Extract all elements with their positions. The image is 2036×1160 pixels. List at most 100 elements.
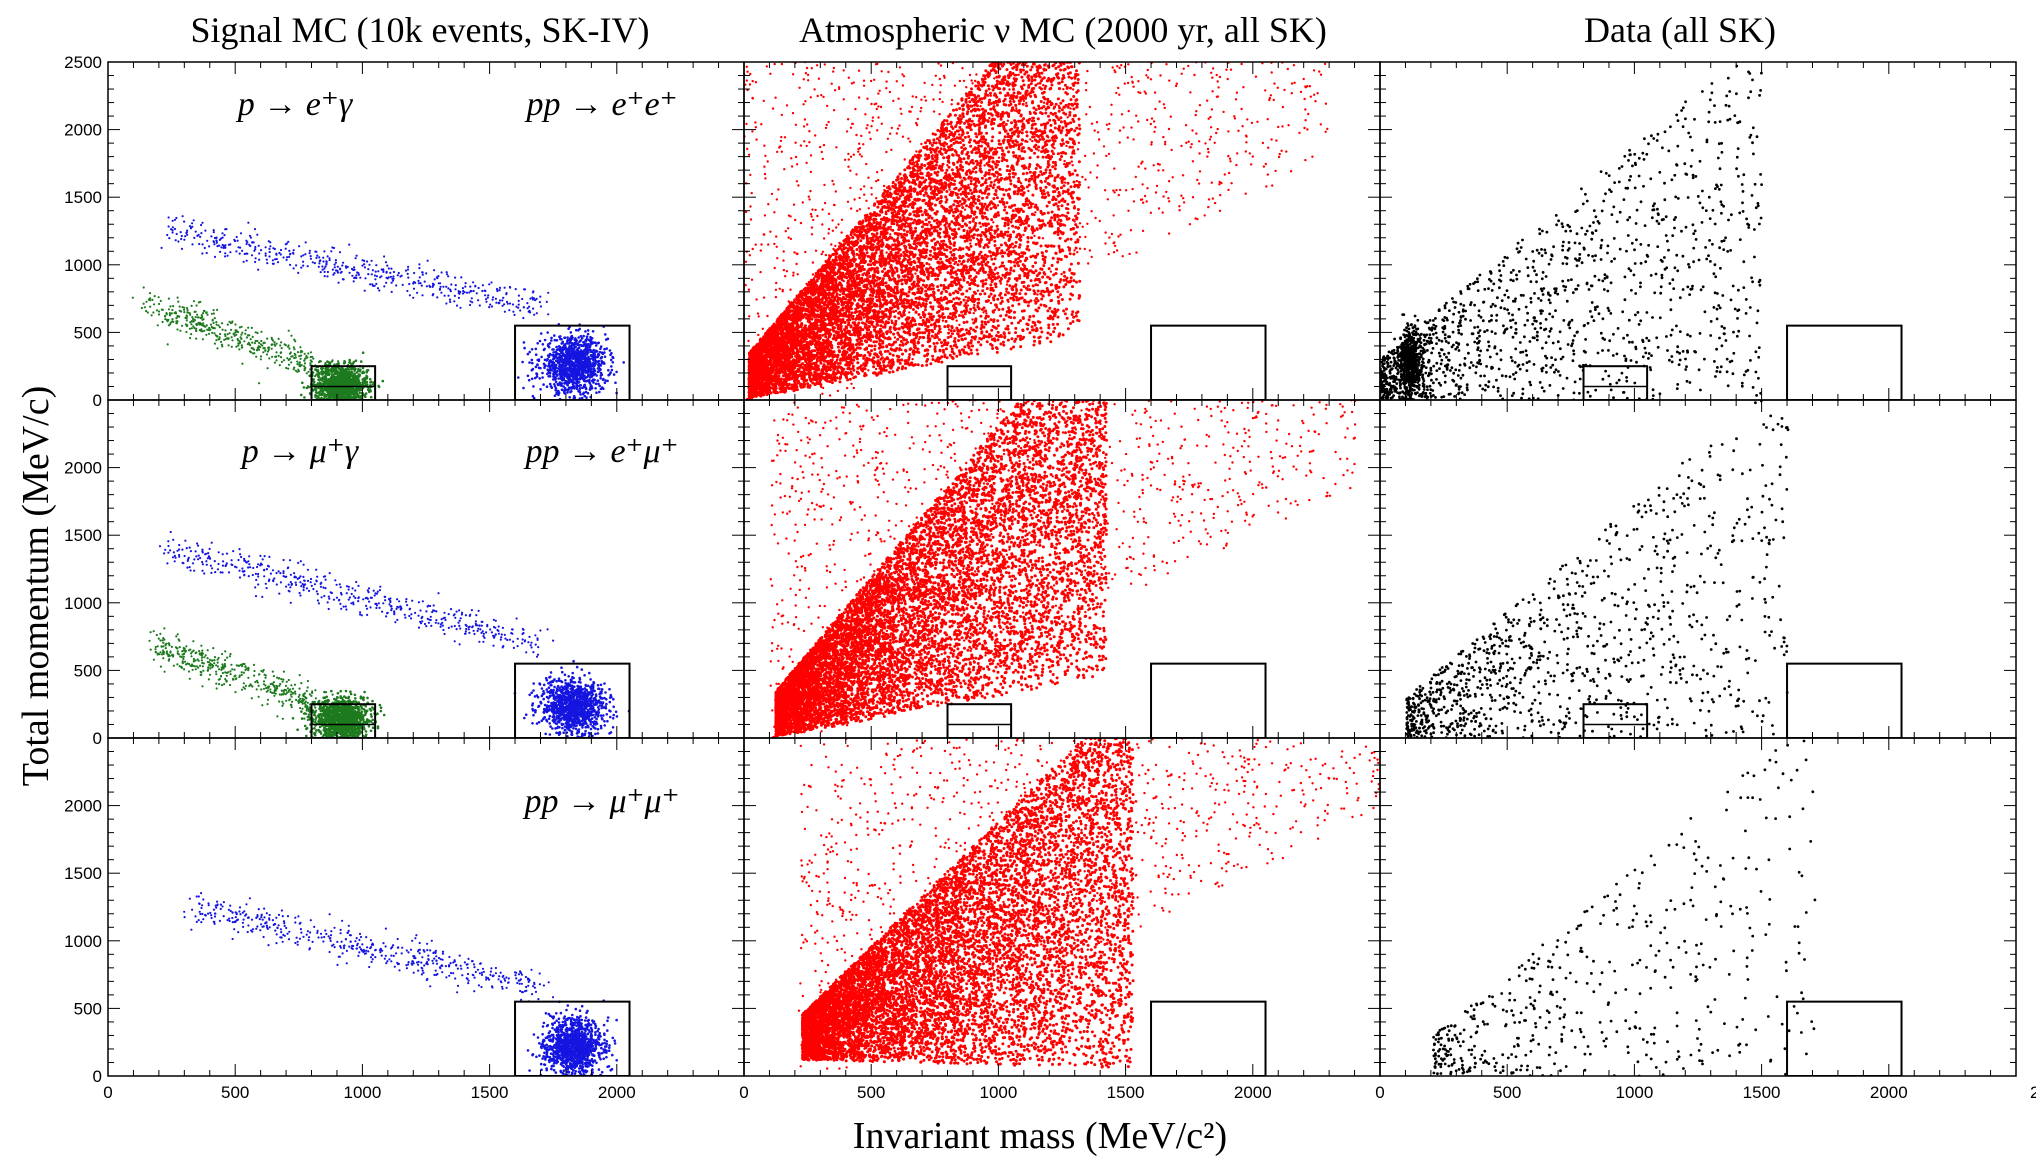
point [567,386,571,390]
point [207,332,211,335]
point [522,306,526,309]
point [149,305,152,308]
point [186,307,189,310]
point [251,241,254,244]
point [575,339,578,342]
point [972,217,976,221]
point [448,298,452,301]
point [433,269,436,272]
point [605,347,608,350]
point [201,330,204,333]
point [1010,242,1014,246]
point [923,354,927,358]
point [585,396,588,399]
point [585,335,589,339]
point [505,293,508,296]
point [438,288,441,291]
point [574,345,577,349]
point [396,274,399,277]
point [423,280,426,283]
point [254,331,257,334]
point [365,374,368,378]
point [175,232,178,236]
point [932,237,936,241]
point [155,309,159,312]
point [340,389,343,392]
point [299,357,302,360]
point [213,255,217,258]
point [359,394,363,398]
point [226,333,229,336]
point [245,336,248,339]
point [237,344,240,347]
point [575,385,579,389]
point [528,350,531,354]
point [601,378,605,382]
point [498,299,502,302]
point [266,262,269,265]
point [495,301,498,304]
point [965,328,968,332]
point [265,258,268,261]
point [265,353,269,356]
point [604,379,607,382]
point [258,348,261,351]
point [256,233,259,236]
point [317,386,320,390]
point [572,357,575,360]
point [389,275,392,278]
point [294,356,297,359]
point [229,251,232,254]
point [167,308,171,311]
point [168,312,171,315]
point [344,386,347,390]
point [297,271,300,274]
point [152,303,156,306]
point [577,371,581,375]
point [375,275,378,278]
point [336,265,339,268]
point [165,312,168,315]
point [425,272,428,275]
point [610,368,614,372]
point [445,302,448,305]
column-title-data: Data (all SK) [1584,10,1776,50]
point [264,349,267,352]
point [190,304,193,307]
point [245,252,248,255]
point [408,282,411,286]
point [328,372,331,376]
point [241,331,244,334]
point [363,259,366,262]
point [939,257,943,261]
point [1019,345,1023,349]
point [603,355,607,359]
point [488,306,491,309]
point [459,306,462,309]
point [191,225,194,228]
point [299,351,302,354]
point [319,382,323,385]
point [215,321,218,324]
point [189,227,193,230]
point [536,342,539,345]
signal-box-dinucleon [514,324,631,400]
point [385,281,388,284]
point [197,233,200,236]
point [594,362,597,366]
point [597,363,600,367]
point [211,331,214,334]
point [263,347,266,350]
point [929,249,933,253]
point [240,325,243,328]
point [861,265,865,268]
point [375,282,378,285]
point [213,317,216,320]
point [220,340,223,343]
point [175,216,178,220]
point [592,348,595,352]
point [918,335,922,339]
point [492,296,495,299]
point [365,371,369,374]
point [221,232,224,235]
